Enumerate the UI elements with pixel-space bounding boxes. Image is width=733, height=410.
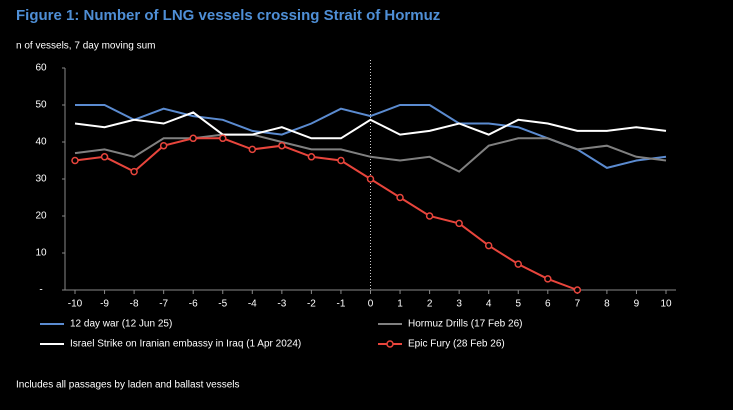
legend-label: Israel Strike on Iranian embassy in Iraq… [70, 339, 301, 350]
x-tick-label: -2 [307, 299, 316, 310]
subtitle: n of vessels, 7 day moving sum [16, 41, 156, 52]
x-tick-label: 7 [575, 299, 581, 310]
x-tick-label: -1 [336, 299, 345, 310]
x-tick-label: -5 [218, 299, 227, 310]
point [307, 153, 316, 161]
point [130, 167, 138, 176]
x-tick-label: 4 [486, 299, 492, 310]
x-tick-label: 2 [427, 299, 433, 310]
x-tick-label: 9 [634, 299, 640, 310]
x-tick-label: 8 [604, 299, 610, 310]
point [396, 193, 404, 202]
y-tick-label: 10 [35, 248, 47, 259]
point [425, 212, 434, 220]
point [159, 141, 168, 150]
y-tick-label: 30 [35, 174, 47, 185]
legend-label: Epic Fury (28 Feb 26) [408, 339, 505, 350]
x-tick-label: 0 [368, 299, 374, 310]
y-tick-label: - [39, 285, 42, 296]
x-tick-label: -9 [100, 299, 109, 310]
point [248, 145, 257, 154]
x-tick-label: 3 [456, 299, 462, 310]
x-tick-label: 10 [660, 299, 672, 310]
point [278, 141, 286, 150]
y-tick-label: 40 [35, 137, 47, 148]
y-tick-label: 60 [35, 63, 47, 74]
point [100, 153, 109, 161]
point [484, 241, 493, 250]
x-tick-label: -10 [68, 299, 83, 310]
x-tick-label: -3 [277, 299, 286, 310]
x-tick-label: -7 [159, 299, 168, 310]
point [366, 175, 375, 183]
footnote: Includes all passages by laden and balla… [16, 380, 239, 391]
x-tick-label: 6 [545, 299, 551, 310]
point [219, 134, 227, 143]
x-tick-label: 5 [515, 299, 521, 310]
point [189, 134, 197, 143]
series-line [74, 137, 578, 291]
point [573, 286, 582, 294]
x-tick-label: 1 [397, 299, 403, 310]
point [544, 275, 552, 283]
chart-title: Figure 1: Number of LNG vessels crossing… [16, 7, 440, 24]
point [71, 156, 79, 165]
point [337, 156, 345, 165]
point [514, 260, 522, 268]
x-tick-label: -6 [189, 299, 198, 310]
legend-label: Hormuz Drills (17 Feb 26) [408, 319, 522, 330]
point [455, 219, 463, 228]
y-tick-label: 20 [35, 211, 47, 222]
x-tick-label: -8 [130, 299, 139, 310]
series-line [74, 133, 667, 173]
legend-label: 12 day war (12 Jun 25) [70, 319, 172, 330]
series-line [74, 111, 667, 140]
x-tick-label: -4 [248, 299, 257, 310]
legend-marker [386, 340, 394, 348]
y-tick-label: 50 [35, 100, 47, 111]
